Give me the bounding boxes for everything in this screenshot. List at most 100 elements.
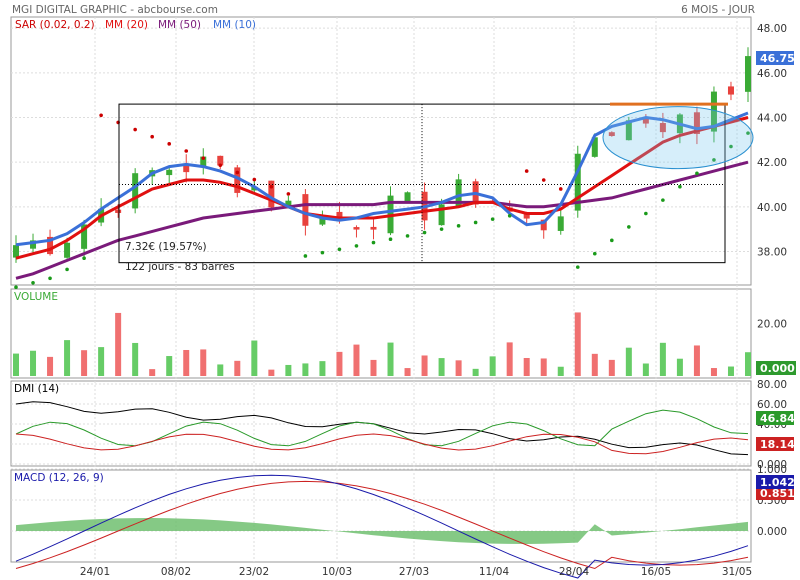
volume-bar [132,342,139,376]
macd-panel-frame [10,469,752,563]
dmi-plus-value: 46.84 [760,412,795,425]
candle-body [200,156,207,168]
sar-dot [729,144,733,149]
sar-dot [456,224,461,228]
volume-bar [319,361,326,376]
candle-body [217,155,224,166]
sar-dot [303,254,308,258]
measure-label: 7.32€ (19.57%) [125,241,207,253]
candle-body [557,216,564,231]
volume-bar [183,349,190,376]
sar-dot [610,238,614,243]
candle-body [166,169,173,176]
volume-last-value: 0.000 [760,362,795,375]
candle-body [642,118,649,124]
y-tick-label: 46.00 [757,68,787,80]
dmi-minus-badge: 18.14 [756,437,795,451]
volume-bar [98,347,105,376]
volume-panel-frame [10,288,752,379]
sar-dot [218,163,223,168]
macd-badge: 1.042 [756,475,795,489]
dmi-tick-label: 80.00 [757,379,787,391]
y-tick-label: 48.00 [757,23,787,35]
sar-dot [48,276,52,281]
sar-dot [507,213,512,218]
legend-volume: VOLUME [14,291,58,303]
last-price-badge: 46.75 [756,51,795,65]
measure-sublabel: 122 jours - 83 barres [125,261,235,273]
legend-sar: SAR (0.02, 0.2) [15,19,95,31]
sar-dot [644,211,648,216]
volume-bar [710,368,717,376]
sar-dot [167,142,172,146]
x-tick-label: 28/04 [559,566,590,578]
sar-dot [184,149,189,153]
sar-dot [575,265,580,269]
volume-bar [30,350,37,376]
x-tick-label: 31/05 [722,566,752,578]
volume-bar [659,342,666,376]
x-tick-label: 10/03 [322,566,352,578]
volume-bar [47,356,54,376]
candle-body [353,227,360,230]
sar-dot [473,220,478,225]
volume-bar [523,357,530,376]
candle-body [625,120,632,141]
y-tick-label: 44.00 [757,113,787,125]
volume-bar [200,349,207,376]
sar-dot [558,187,563,191]
sar-dot [133,127,137,132]
dmi-plus-badge: 46.84 [756,411,795,425]
y-tick-label: 42.00 [757,157,787,169]
legend-dmi: DMI (14) [14,383,59,395]
volume-bar [642,363,649,376]
volume-bar [115,312,122,376]
sar-dot [439,227,444,231]
sar-dot [371,240,376,245]
sar-dot [252,177,257,182]
adx-line [15,401,749,456]
candle-body [81,224,88,249]
mm50-line [15,160,749,280]
candle-body [115,209,122,213]
sar-dot [65,267,69,272]
volume-bar [438,358,445,376]
sar-dot [82,256,86,261]
dmi-tick-label: 0.000 [757,459,787,471]
dmi-layer [15,401,749,456]
volume-bar [591,353,598,376]
sar-dot [490,217,495,221]
volume-bar [268,369,275,376]
volume-bar [302,363,309,376]
sar-dot [235,170,240,175]
volume-bar [13,353,19,376]
candle-body [523,213,530,219]
sar-dot [31,280,35,285]
volume-bar [387,342,394,376]
sar-dot [14,285,18,290]
volume-badge: 0.000 [756,361,796,375]
y-tick-label: 40.00 [757,202,787,214]
sar-dot [320,250,325,255]
candle-body [64,242,71,258]
sar-dot [712,158,716,162]
volume-bar [251,340,258,376]
x-tick-label: 16/05 [641,566,671,578]
candle-body [370,226,377,230]
last-price-value: 46.75 [760,52,795,65]
volume-bar [234,360,241,376]
volume-bar [166,356,173,376]
volume-bar [574,312,581,376]
volume-bar [421,355,428,376]
volume-tick-label: 20.00 [757,319,787,331]
chart-title: MGI DIGITAL GRAPHIC - abcbourse.com [12,4,218,16]
legend-macd: MACD (12, 26, 9) [14,472,104,484]
candle-body [132,173,139,209]
volume-bar [370,359,377,376]
macd-signal-line [15,480,749,570]
volume-bar [64,340,71,376]
macd-tick-label: 1.000 [757,464,787,476]
volume-bar [540,358,547,376]
sar-dot [405,234,410,238]
sar-dot [150,134,154,139]
